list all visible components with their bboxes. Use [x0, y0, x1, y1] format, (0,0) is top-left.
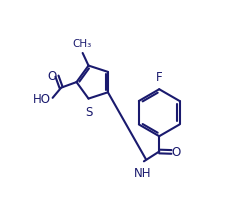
Text: NH: NH — [134, 166, 152, 179]
Text: S: S — [85, 105, 93, 118]
Text: O: O — [171, 146, 181, 159]
Text: F: F — [156, 70, 163, 83]
Text: CH₃: CH₃ — [72, 39, 91, 49]
Text: HO: HO — [33, 92, 51, 105]
Text: O: O — [48, 70, 57, 83]
